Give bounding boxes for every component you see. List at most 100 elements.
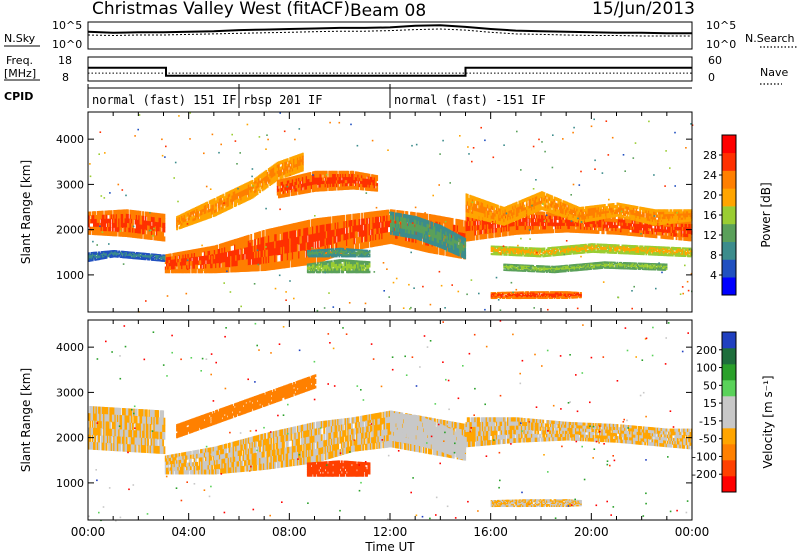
heatmap-cell — [171, 259, 173, 264]
heatmap-cell — [333, 222, 336, 231]
heatmap-cell — [434, 247, 436, 255]
heatmap-cell — [309, 226, 312, 235]
heatmap-cell — [473, 216, 475, 222]
heatmap-cell — [291, 230, 294, 239]
heatmap-cell — [265, 263, 268, 271]
heatmap-cell — [382, 233, 385, 240]
heatmap-cell — [325, 224, 328, 232]
heatmap-cell — [422, 213, 425, 221]
heatmap-cell — [179, 258, 182, 263]
heatmap-cell — [216, 263, 219, 269]
heatmap-cell — [124, 209, 127, 215]
heatmap-cell — [138, 210, 141, 216]
heatmap-cell — [139, 229, 142, 235]
frequency-series-line — [88, 66, 692, 77]
heatmap-cell — [445, 242, 448, 250]
heatmap-cell — [89, 211, 92, 216]
heatmap-cell — [234, 244, 236, 251]
heatmap-cell — [152, 230, 155, 236]
heatmap-cell — [157, 222, 160, 228]
heatmap-cell — [257, 264, 260, 272]
heatmap-cell — [139, 215, 142, 221]
heatmap-cell — [298, 229, 300, 238]
heatmap-cell — [212, 263, 215, 269]
heatmap-cell — [177, 265, 180, 270]
heatmap-cell — [167, 266, 170, 271]
heatmap-cell — [368, 211, 371, 219]
heatmap-cell — [166, 254, 168, 258]
heatmap-cell — [231, 204, 234, 209]
heatmap-cell — [122, 214, 124, 220]
heatmap-cell — [323, 231, 326, 240]
heatmap-cell — [193, 260, 196, 266]
heatmap-cell — [520, 229, 523, 235]
heatmap-cell — [412, 236, 415, 244]
heatmap-cell — [270, 242, 273, 250]
heatmap-cell — [470, 216, 473, 222]
heatmap-cell — [495, 228, 498, 234]
heatmap-cell — [114, 231, 117, 237]
heatmap-cell — [359, 236, 362, 244]
heatmap-cell — [549, 222, 552, 227]
heatmap-cell — [332, 236, 334, 245]
heatmap-cell — [327, 230, 329, 239]
heatmap-cell — [207, 246, 210, 252]
heatmap-cell — [364, 230, 367, 237]
heatmap-cell — [514, 226, 517, 231]
heatmap-cell — [178, 255, 181, 260]
heatmap-cell — [559, 229, 562, 233]
heatmap-cell — [249, 246, 251, 254]
heatmap-cell — [278, 247, 280, 256]
heatmap-cell — [312, 226, 314, 235]
heatmap-cell — [217, 258, 220, 264]
heatmap-cell — [111, 231, 114, 237]
heatmap-cell — [447, 249, 450, 257]
heatmap-cell — [528, 225, 531, 231]
heatmap-cell — [305, 227, 308, 236]
heatmap-cell — [93, 219, 95, 224]
heatmap-cell — [359, 242, 362, 250]
heatmap-cell — [173, 259, 176, 264]
heatmap-cell — [247, 265, 250, 272]
heatmap-cell — [203, 264, 206, 270]
heatmap-cell — [352, 237, 355, 245]
heatmap-cell — [312, 241, 314, 250]
heatmap-cell — [294, 237, 297, 246]
heatmap-cell — [466, 231, 469, 237]
heatmap-cell — [216, 267, 219, 274]
heatmap-cell — [544, 218, 547, 223]
heatmap-cell — [524, 221, 527, 227]
heatmap-cell — [247, 253, 250, 260]
heatmap-cell — [187, 265, 190, 270]
heatmap-cell — [308, 227, 311, 236]
heatmap-cell — [536, 214, 538, 220]
heatmap-cell — [230, 250, 233, 257]
heatmap-cell — [343, 221, 346, 229]
heatmap-cell — [166, 263, 168, 268]
heatmap-cell — [298, 222, 300, 230]
heatmap-cell — [99, 230, 102, 236]
heatmap-cell — [450, 217, 453, 225]
heatmap-cell — [393, 209, 396, 217]
heatmap-cell — [234, 239, 236, 246]
heatmap-cell — [465, 221, 468, 227]
heatmap-cell — [520, 225, 523, 231]
heatmap-cell — [115, 218, 118, 224]
heatmap-cell — [408, 235, 411, 243]
heatmap-cell — [378, 222, 381, 229]
heatmap-cell — [285, 253, 288, 262]
heatmap-cell — [138, 228, 141, 235]
heatmap-cell — [236, 238, 239, 245]
heatmap-cell — [542, 218, 545, 223]
heatmap-cell — [269, 228, 272, 236]
heatmap-cell — [304, 235, 307, 244]
heatmap-cell — [262, 243, 265, 251]
heatmap-cell — [270, 262, 273, 271]
heatmap-cell — [269, 242, 272, 250]
heatmap-cell — [528, 222, 531, 227]
heatmap-cell — [159, 231, 162, 237]
heatmap-cell — [186, 254, 188, 259]
heatmap-cell — [98, 210, 100, 216]
heatmap-cell — [557, 222, 560, 227]
heatmap-cell — [232, 261, 235, 267]
